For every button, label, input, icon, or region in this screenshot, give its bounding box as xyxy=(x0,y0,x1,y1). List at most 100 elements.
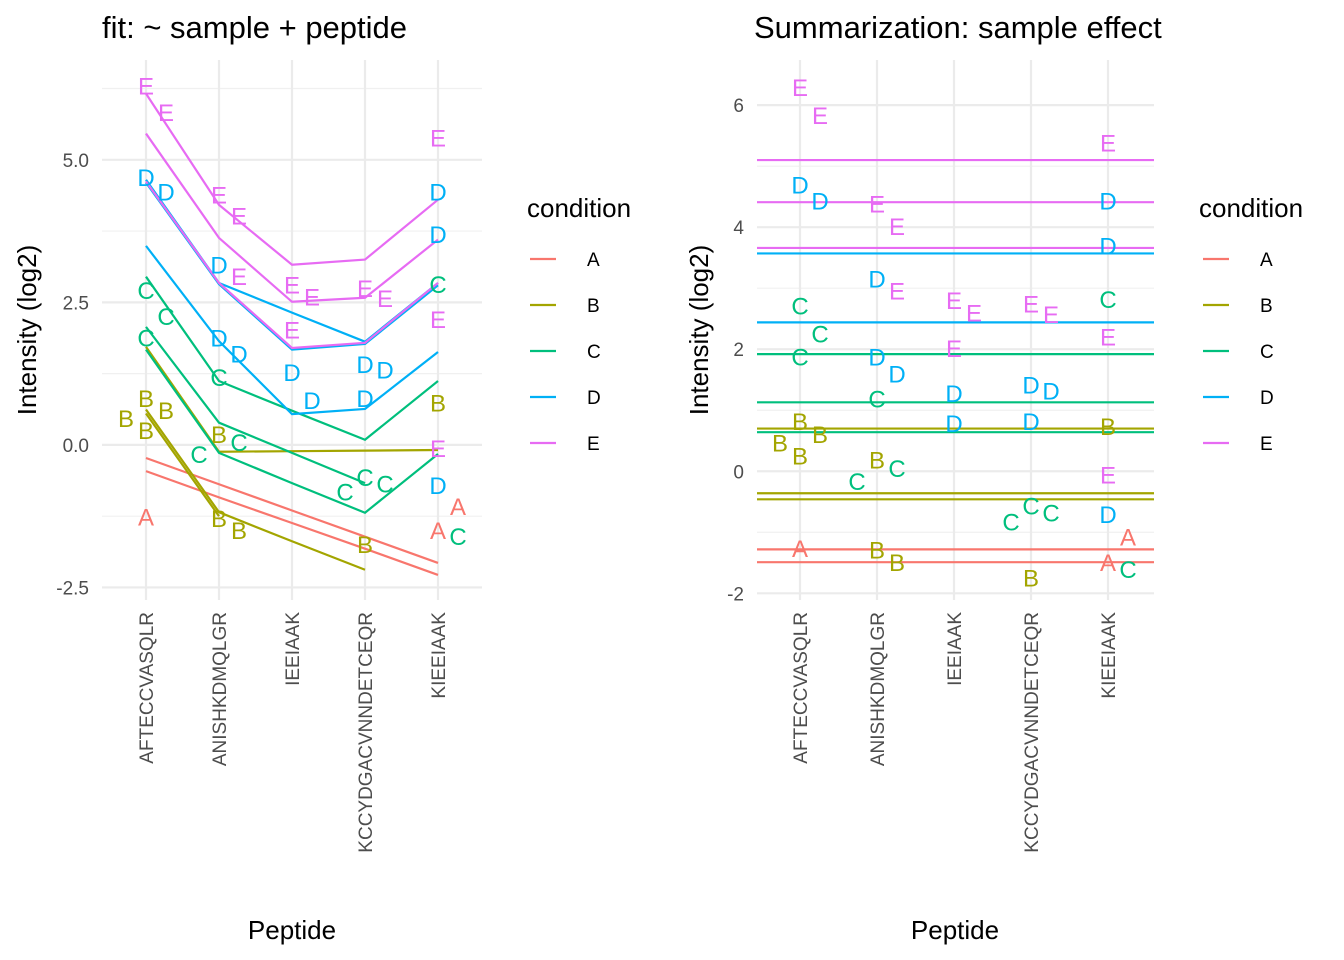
data-point-E: E xyxy=(1100,462,1116,489)
data-point-C: C xyxy=(791,345,808,372)
series-line-C xyxy=(145,349,439,515)
data-point-D: D xyxy=(868,345,885,372)
data-point-E: E xyxy=(869,191,885,218)
data-point-D: D xyxy=(210,326,227,353)
data-point-C: C xyxy=(356,465,373,492)
series-line-E xyxy=(145,93,439,266)
legend-label-E: E xyxy=(1260,434,1273,455)
data-point-C: C xyxy=(137,326,154,353)
data-point-D: D xyxy=(811,188,828,215)
data-point-D: D xyxy=(303,388,320,415)
data-point-D: D xyxy=(283,360,300,387)
series-line-E xyxy=(145,180,439,350)
data-point-E: E xyxy=(304,285,320,312)
data-point-D: D xyxy=(945,411,962,438)
data-point-D: D xyxy=(1022,373,1039,400)
data-point-A: A xyxy=(1120,525,1136,552)
data-point-E: E xyxy=(211,183,227,210)
data-point-C: C xyxy=(429,272,446,299)
data-point-B: B xyxy=(792,443,808,470)
data-point-C: C xyxy=(868,387,885,414)
left-legend-title: condition xyxy=(527,193,631,223)
data-point-E: E xyxy=(946,288,962,315)
data-point-C: C xyxy=(449,524,466,551)
x-tick-label: IEEIAAK xyxy=(283,612,304,686)
data-point-B: B xyxy=(869,448,885,475)
data-point-B: B xyxy=(357,532,373,559)
data-point-D: D xyxy=(429,222,446,249)
legend-label-A: A xyxy=(1260,250,1273,271)
data-point-C: C xyxy=(848,469,865,496)
x-tick-label: KIEEIAAK xyxy=(1099,612,1120,699)
data-point-A: A xyxy=(1100,550,1116,577)
legend-label-D: D xyxy=(587,388,601,409)
data-point-C: C xyxy=(230,430,247,457)
left-y-axis-title: Intensity (log2) xyxy=(12,245,42,416)
data-point-E: E xyxy=(1100,324,1116,351)
data-point-B: B xyxy=(118,406,134,433)
y-tick-label: -2 xyxy=(727,584,744,605)
data-point-D: D xyxy=(230,342,247,369)
data-point-C: C xyxy=(157,304,174,331)
data-point-E: E xyxy=(430,126,446,153)
data-point-E: E xyxy=(1043,302,1059,329)
left-chart-title: fit: ~ sample + peptide xyxy=(102,10,407,45)
data-point-E: E xyxy=(1100,130,1116,157)
data-point-E: E xyxy=(377,286,393,313)
legend-label-C: C xyxy=(587,342,601,363)
data-point-E: E xyxy=(284,318,300,345)
data-point-D: D xyxy=(1022,409,1039,436)
x-tick-label: KCCYDGACVNNDETCEQR xyxy=(356,612,377,853)
data-point-C: C xyxy=(1119,557,1136,584)
data-point-B: B xyxy=(869,537,885,564)
data-point-E: E xyxy=(966,301,982,328)
left-x-axis-title: Peptide xyxy=(248,915,336,945)
right-y-axis-title: Intensity (log2) xyxy=(684,245,714,416)
y-tick-label: 4 xyxy=(733,218,744,239)
data-point-D: D xyxy=(1099,233,1116,260)
data-point-C: C xyxy=(791,293,808,320)
x-tick-label: AFTECCVASQLR xyxy=(137,612,158,764)
series-line-E xyxy=(145,132,439,303)
data-point-E: E xyxy=(231,264,247,291)
right-chart-title: Summarization: sample effect xyxy=(754,10,1162,45)
y-tick-label: 2.5 xyxy=(63,293,89,314)
data-point-D: D xyxy=(945,381,962,408)
data-point-D: D xyxy=(888,362,905,389)
series-line-A xyxy=(145,470,439,576)
series-line-C xyxy=(145,326,366,485)
data-point-D: D xyxy=(376,358,393,385)
data-point-B: B xyxy=(231,518,247,545)
data-point-B: B xyxy=(138,386,154,413)
legend-label-C: C xyxy=(1260,342,1274,363)
data-point-D: D xyxy=(429,473,446,500)
y-tick-label: 0 xyxy=(733,462,744,483)
data-point-A: A xyxy=(792,536,808,563)
data-point-D: D xyxy=(1099,188,1116,215)
data-point-E: E xyxy=(430,436,446,463)
data-point-A: A xyxy=(138,505,154,532)
data-point-C: C xyxy=(210,365,227,392)
data-point-E: E xyxy=(284,273,300,300)
data-point-D: D xyxy=(791,172,808,199)
left-panel: -2.5 0.0 2.5 5.0 AFTECCVASQLR ANISHKDMQLGR IEE… xyxy=(56,60,601,853)
data-point-E: E xyxy=(889,214,905,241)
data-point-D: D xyxy=(868,266,885,293)
data-point-B: B xyxy=(211,422,227,449)
series-line-B xyxy=(145,408,366,571)
data-point-A: A xyxy=(430,518,446,545)
data-point-E: E xyxy=(889,279,905,306)
legend-label-A: A xyxy=(587,250,600,271)
data-point-B: B xyxy=(792,409,808,436)
data-point-C: C xyxy=(888,456,905,483)
data-point-A: A xyxy=(450,494,466,521)
data-point-C: C xyxy=(190,442,207,469)
data-point-E: E xyxy=(138,74,154,101)
data-point-D: D xyxy=(356,352,373,379)
y-tick-label: 2 xyxy=(733,340,744,361)
legend-label-E: E xyxy=(587,434,600,455)
data-point-C: C xyxy=(1099,287,1116,314)
data-point-E: E xyxy=(792,75,808,102)
series-line-B xyxy=(145,412,220,517)
data-point-B: B xyxy=(812,422,828,449)
